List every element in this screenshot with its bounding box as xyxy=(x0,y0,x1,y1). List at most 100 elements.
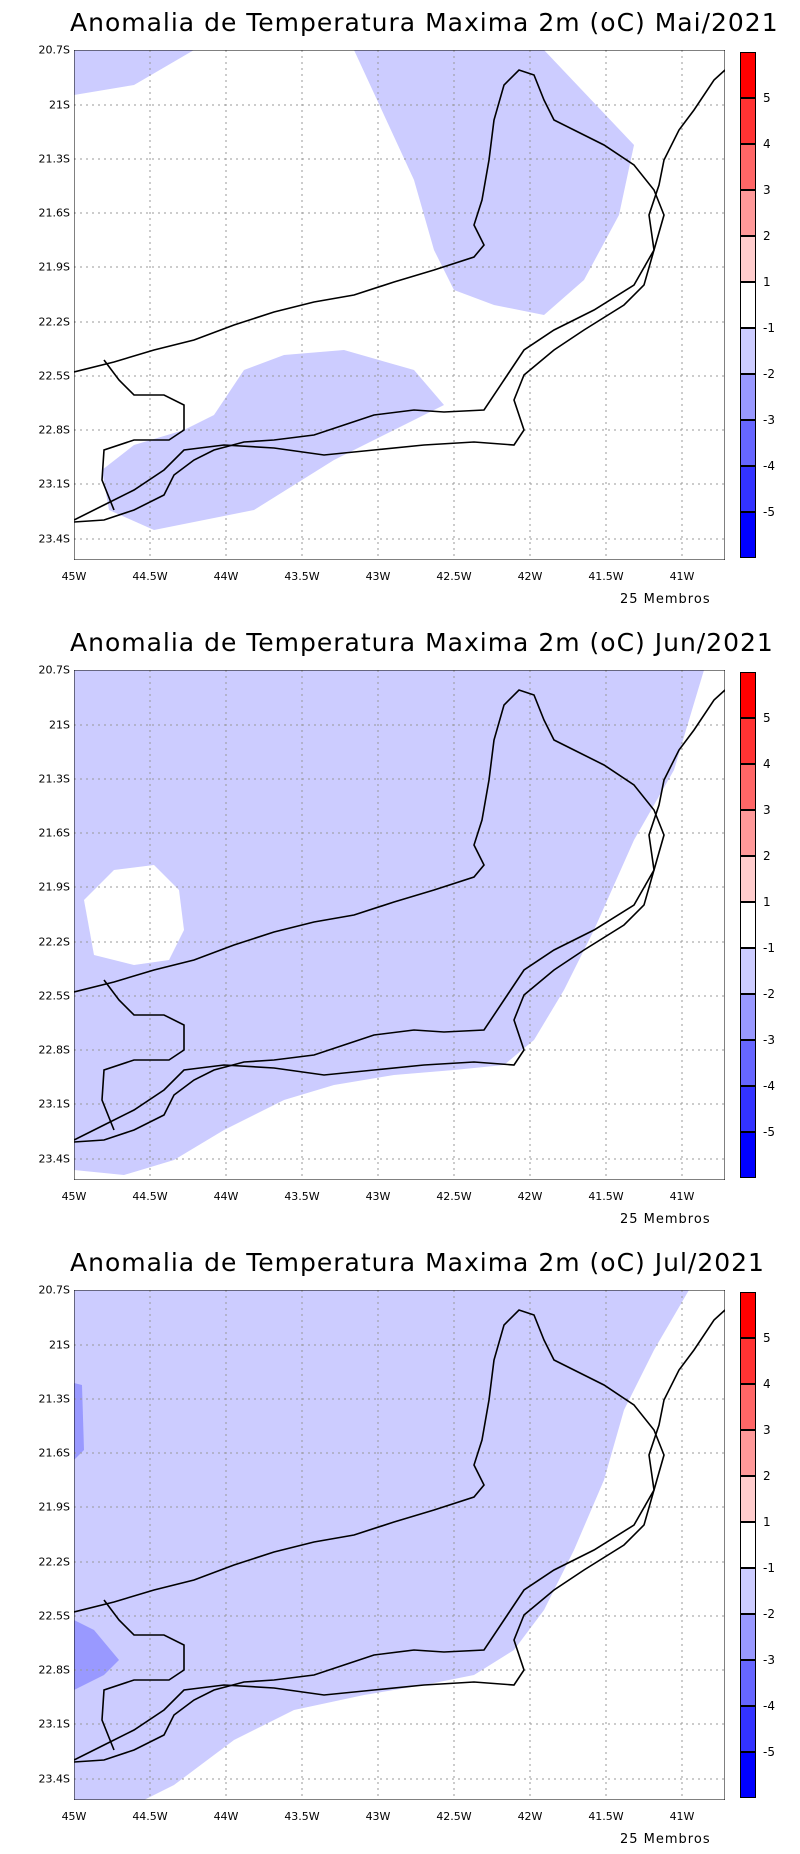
lon-tick-label: 44.5W xyxy=(132,1190,168,1203)
colorbar-label: 1 xyxy=(763,275,771,289)
lon-tick-label: 43.5W xyxy=(284,570,320,583)
lat-tick-label: 20.7S xyxy=(38,1283,70,1297)
members-label: 25 Membros xyxy=(620,1832,711,1847)
lon-tick-label: 44.5W xyxy=(132,1810,168,1823)
lon-tick-label: 41.5W xyxy=(588,1810,624,1823)
lat-tick-label: 22.2S xyxy=(38,1555,70,1569)
lat-tick-label: 23.1S xyxy=(38,477,70,491)
colorbar-segment xyxy=(740,1614,756,1660)
lon-tick-label: 44W xyxy=(213,1810,239,1823)
colorbar-segment xyxy=(740,1384,756,1430)
colorbar-segment xyxy=(740,1132,756,1178)
lon-tick-label: 42.5W xyxy=(436,1190,472,1203)
colorbar-segment xyxy=(740,1292,756,1338)
colorbar-segment xyxy=(740,190,756,236)
lat-tick-label: 22.5S xyxy=(38,1609,70,1623)
colorbar-segment xyxy=(740,236,756,282)
colorbar-label: -5 xyxy=(763,1745,775,1759)
coastline xyxy=(74,69,725,521)
colorbar-segment xyxy=(740,1040,756,1086)
lat-tick-label: 22.5S xyxy=(38,369,70,383)
lon-tick-label: 44W xyxy=(213,1190,239,1203)
lon-tick-label: 44W xyxy=(213,570,239,583)
colorbar-segment xyxy=(740,810,756,856)
state-border xyxy=(74,69,665,523)
colorbar-segment xyxy=(740,1752,756,1798)
colorbar-label: -3 xyxy=(763,1653,775,1667)
colorbar-segment xyxy=(740,1706,756,1752)
lat-tick-label: 21.3S xyxy=(38,772,70,786)
colorbar-segment xyxy=(740,718,756,764)
map-area xyxy=(74,670,725,1180)
state-border xyxy=(74,1309,665,1763)
lat-tick-label: 23.1S xyxy=(38,1097,70,1111)
lat-tick-label: 22.2S xyxy=(38,315,70,329)
lon-tick-label: 41W xyxy=(669,1190,695,1203)
colorbar-segment xyxy=(740,466,756,512)
colorbar-segment xyxy=(740,1522,756,1568)
colorbar-label: 1 xyxy=(763,1515,771,1529)
lat-tick-label: 21.6S xyxy=(38,206,70,220)
colorbar-segment xyxy=(740,1430,756,1476)
colorbar-label: 4 xyxy=(763,757,771,771)
lat-tick-label: 20.7S xyxy=(38,43,70,57)
lat-tick-label: 23.4S xyxy=(38,532,70,546)
members-label: 25 Membros xyxy=(620,1212,711,1227)
colorbar-label: 3 xyxy=(763,1423,771,1437)
colorbar-label: -5 xyxy=(763,505,775,519)
lat-tick-label: 23.4S xyxy=(38,1152,70,1166)
colorbar-label: -4 xyxy=(763,1079,775,1093)
lon-tick-label: 42.5W xyxy=(436,1810,472,1823)
colorbar-segment xyxy=(740,764,756,810)
state-border xyxy=(101,359,185,511)
colorbar-segment xyxy=(740,1568,756,1614)
lat-tick-label: 21.3S xyxy=(38,152,70,166)
lon-tick-label: 42W xyxy=(517,1810,543,1823)
map-area xyxy=(74,50,725,560)
map-panel-june: Anomalia de Temperatura Maxima 2m (oC) J… xyxy=(0,620,800,1230)
lon-tick-label: 41W xyxy=(669,1810,695,1823)
colorbar-segment xyxy=(740,98,756,144)
lat-tick-label: 22.5S xyxy=(38,989,70,1003)
anomaly-region xyxy=(74,1290,689,1800)
panel-title: Anomalia de Temperatura Maxima 2m (oC) M… xyxy=(70,8,779,37)
anomaly-region xyxy=(74,50,194,95)
anomaly-region xyxy=(84,865,184,965)
lat-tick-label: 23.1S xyxy=(38,1717,70,1731)
colorbar-segment xyxy=(740,144,756,190)
colorbar-segment xyxy=(740,948,756,994)
colorbar-label: 4 xyxy=(763,137,771,151)
colorbar-segment xyxy=(740,52,756,98)
colorbar-label: 4 xyxy=(763,1377,771,1391)
lon-tick-label: 45W xyxy=(61,1810,87,1823)
colorbar-segment xyxy=(740,374,756,420)
anomaly-region xyxy=(74,1620,119,1690)
colorbar-segment xyxy=(740,420,756,466)
lat-tick-label: 21.6S xyxy=(38,1446,70,1460)
map-panel-july: Anomalia de Temperatura Maxima 2m (oC) J… xyxy=(0,1240,800,1850)
colorbar-segment xyxy=(740,856,756,902)
anomaly-region xyxy=(74,670,704,1175)
colorbar-segment xyxy=(740,994,756,1040)
colorbar-label: -4 xyxy=(763,459,775,473)
colorbar-segment xyxy=(740,902,756,948)
colorbar-label: -4 xyxy=(763,1699,775,1713)
colorbar-segment xyxy=(740,672,756,718)
colorbar-label: 5 xyxy=(763,91,771,105)
anomaly-region xyxy=(354,50,634,315)
lon-tick-label: 43W xyxy=(365,1190,391,1203)
colorbar-label: -2 xyxy=(763,367,775,381)
coastline xyxy=(74,689,725,1141)
colorbar-segment xyxy=(740,1476,756,1522)
lon-tick-label: 41.5W xyxy=(588,1190,624,1203)
colorbar-label: -2 xyxy=(763,1607,775,1621)
coastline xyxy=(74,1309,725,1761)
lat-tick-label: 21.9S xyxy=(38,1500,70,1514)
map-panel-may: Anomalia de Temperatura Maxima 2m (oC) M… xyxy=(0,0,800,610)
colorbar-label: 2 xyxy=(763,849,771,863)
lat-tick-label: 22.8S xyxy=(38,423,70,437)
colorbar-label: 2 xyxy=(763,229,771,243)
colorbar-label: -2 xyxy=(763,987,775,1001)
colorbar-segment xyxy=(740,512,756,558)
lat-tick-label: 20.7S xyxy=(38,663,70,677)
